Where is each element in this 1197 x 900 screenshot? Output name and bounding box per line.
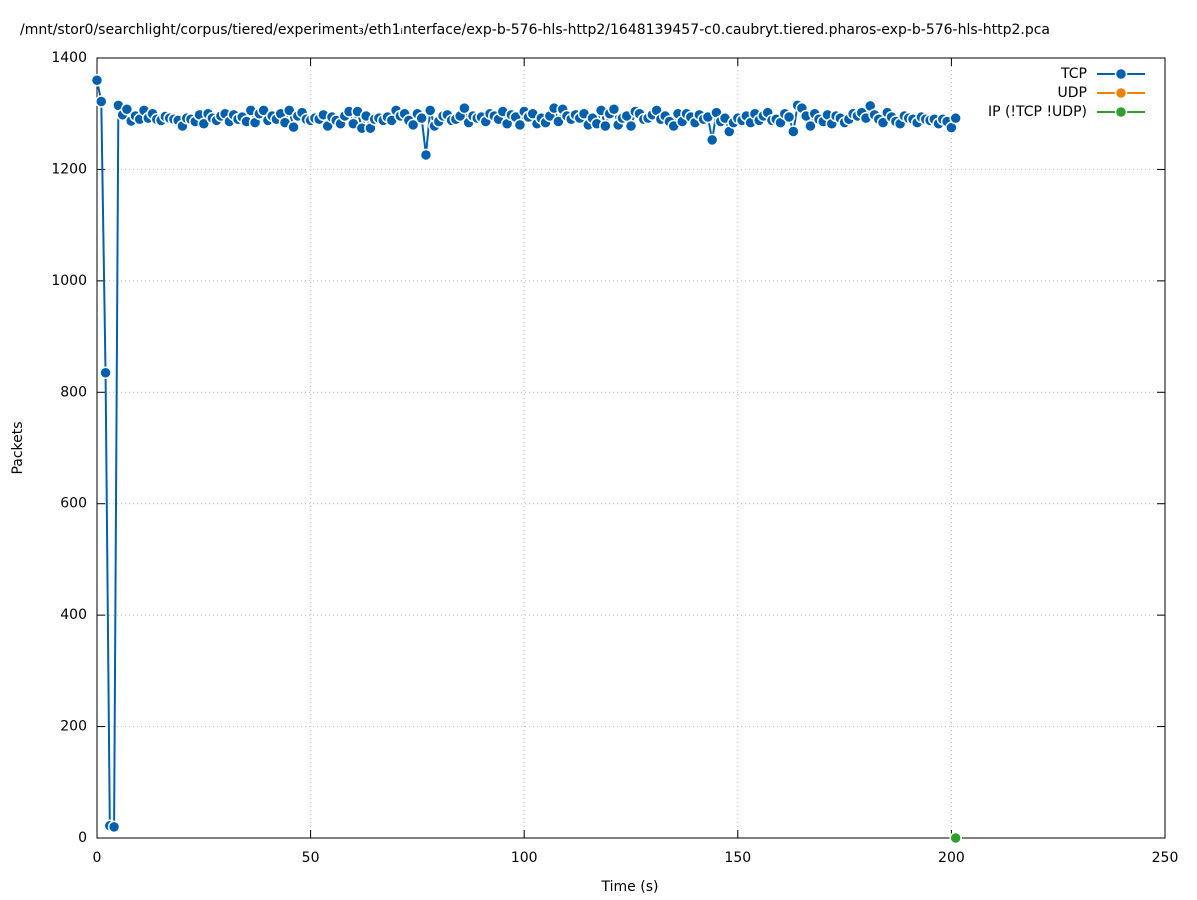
- data-point: [419, 148, 433, 162]
- data-point: [624, 119, 638, 133]
- legend-marker: [1114, 86, 1128, 100]
- legend-label: UDP: [1058, 85, 1087, 101]
- data-point: [782, 110, 796, 124]
- data-point: [787, 125, 800, 138]
- data-point: [90, 74, 104, 87]
- y-tick-label: 800: [60, 384, 87, 400]
- legend-marker: [1114, 105, 1128, 119]
- data-point: [120, 103, 134, 116]
- data-point: [552, 115, 565, 128]
- data-point: [705, 133, 719, 147]
- data-point: [804, 119, 817, 133]
- x-tick-label: 50: [302, 850, 320, 866]
- x-tick-label: 150: [724, 850, 751, 866]
- y-tick-label: 0: [78, 830, 87, 846]
- data-point: [513, 118, 527, 132]
- y-tick-label: 400: [60, 607, 87, 623]
- y-tick-label: 1000: [51, 273, 87, 289]
- legend-label: IP (!TCP !UDP): [988, 104, 1087, 120]
- data-point: [599, 119, 612, 133]
- data-point: [949, 111, 962, 125]
- x-tick-label: 200: [938, 850, 965, 866]
- x-tick-label: 100: [511, 850, 538, 866]
- x-tick-label: 250: [1152, 850, 1179, 866]
- legend-label: TCP: [1060, 66, 1087, 82]
- data-point: [423, 104, 437, 117]
- data-point: [287, 120, 300, 134]
- data-point: [95, 95, 108, 108]
- data-point: [99, 366, 112, 380]
- y-tick-label: 1400: [51, 50, 87, 66]
- data-point: [107, 820, 121, 834]
- y-axis-label: Packets: [10, 421, 26, 474]
- data-point: [458, 101, 471, 115]
- plot-frame: [96, 57, 1166, 839]
- chart-title: /mnt/stor0/searchlight/corpus/tiered/exp…: [20, 22, 1050, 38]
- y-tick-label: 1200: [51, 161, 87, 177]
- y-tick-label: 600: [60, 496, 87, 512]
- data-point: [282, 104, 296, 117]
- data-point: [607, 103, 621, 116]
- data-point: [406, 118, 420, 132]
- data-point: [949, 831, 962, 845]
- legend-marker: [1114, 67, 1128, 81]
- x-axis-label: Time (s): [601, 879, 659, 895]
- data-point: [415, 111, 428, 125]
- y-tick-label: 200: [60, 719, 87, 735]
- x-tick-label: 0: [93, 850, 102, 866]
